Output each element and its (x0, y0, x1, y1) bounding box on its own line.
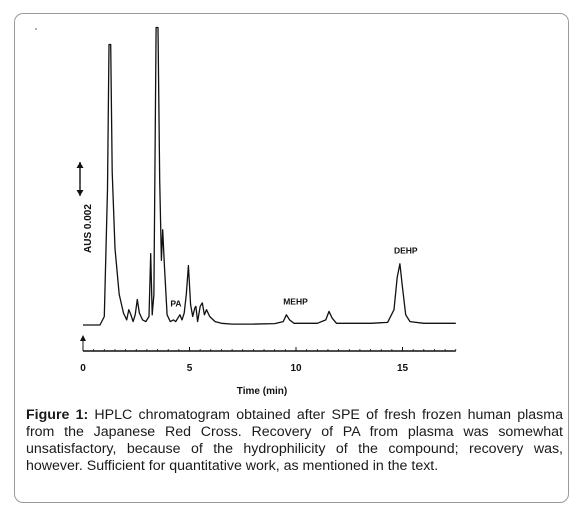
scan-speck (35, 28, 37, 30)
x-tick-label: 10 (290, 363, 302, 374)
x-axis-label: Time (min) (237, 386, 287, 397)
chromatogram-chart: 0 5 10 15 AUS 0.002 Time (min) PA MEHP DEHP (35, 26, 457, 397)
peak-annotations: PA MEHP DEHP (170, 246, 418, 309)
absorbance-scale: AUS 0.002 (76, 162, 94, 253)
caption-text: HPLC chromatogram obtained after SPE of … (26, 407, 563, 474)
y-axis-label: AUS 0.002 (83, 204, 94, 253)
x-tick-label: 15 (397, 363, 409, 374)
x-tick-label: 0 (80, 363, 86, 374)
peak-label-dehp: DEHP (394, 246, 418, 256)
peak-label-pa: PA (170, 298, 181, 308)
trace-layer (83, 26, 456, 326)
scale-arrow-down-icon (76, 190, 84, 196)
caption-label: Figure 1: (26, 407, 89, 423)
chromatogram-trace (83, 26, 456, 326)
injection-arrow-icon (80, 335, 86, 341)
x-tick-label: 5 (187, 363, 193, 374)
time-axis: 0 5 10 15 (80, 335, 457, 374)
scale-arrow-up-icon (76, 162, 84, 168)
figure-caption: Figure 1: HPLC chromatogram obtained aft… (26, 407, 563, 475)
peak-label-mehp: MEHP (283, 297, 308, 307)
figure-frame (14, 13, 569, 503)
